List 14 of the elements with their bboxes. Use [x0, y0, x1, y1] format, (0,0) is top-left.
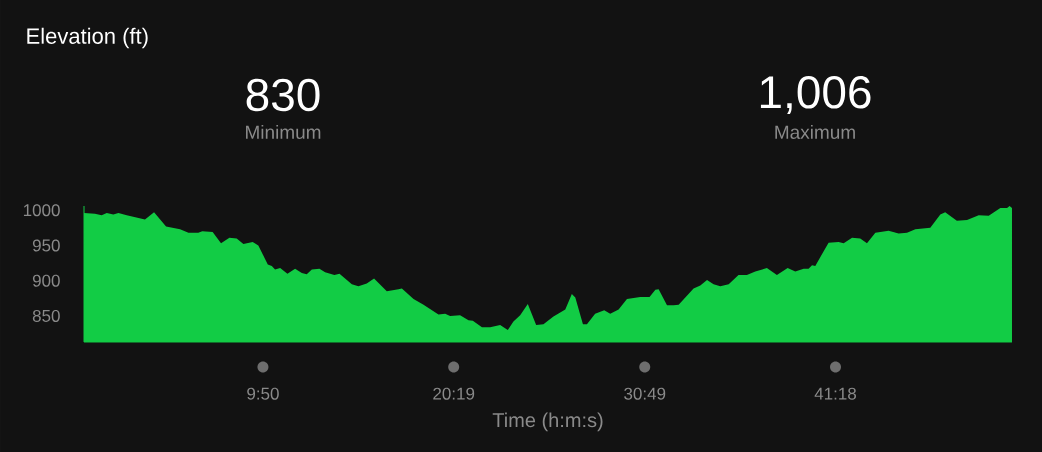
y-tick-label: 850: [32, 309, 60, 322]
chart-title: Elevation (ft): [27, 27, 148, 49]
y-tick-label: 1000: [23, 204, 60, 217]
y-tick-label: 950: [32, 239, 60, 252]
text: Maximum: [775, 125, 855, 139]
x-tick-label: 41:18: [814, 387, 857, 400]
x-axis-title: Time (h:m:s): [492, 412, 603, 432]
text: 1,006: [760, 75, 871, 114]
y-tick-label: 900: [32, 274, 60, 287]
x-tick-label: 9:50: [247, 387, 279, 400]
x-tick-label: 30:49: [624, 387, 666, 400]
x-tick-label: 20:19: [433, 387, 475, 400]
text: 830: [246, 78, 320, 112]
text: Minimum: [246, 125, 321, 139]
